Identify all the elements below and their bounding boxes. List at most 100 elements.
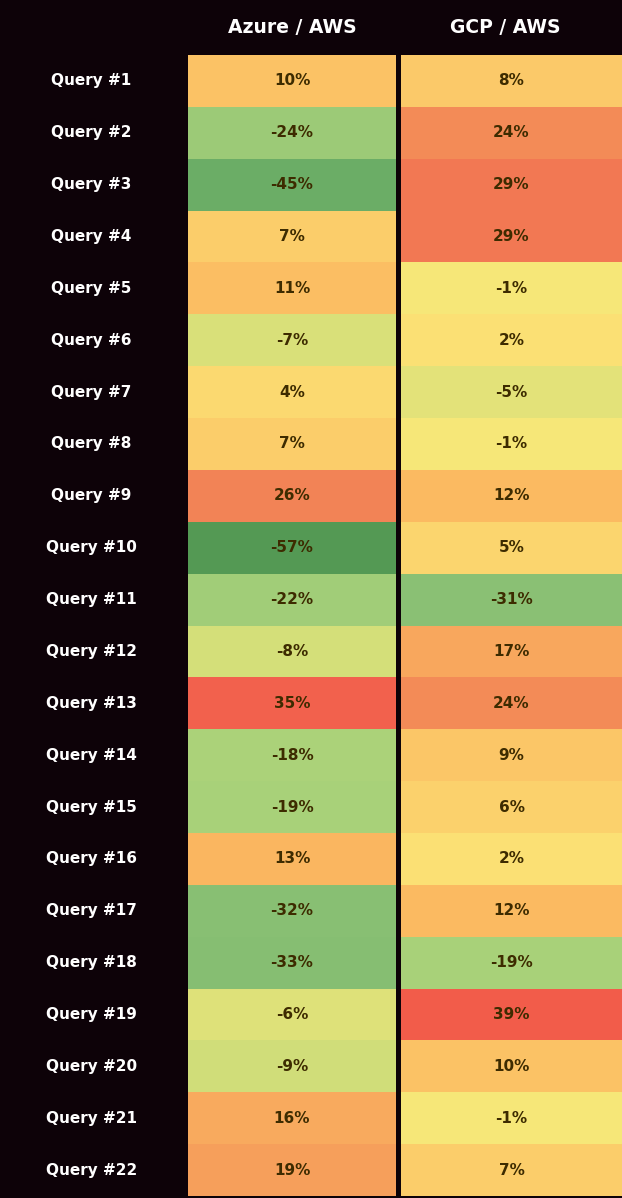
Text: -24%: -24%	[271, 126, 313, 140]
Bar	[188, 158, 396, 211]
Bar	[188, 418, 396, 470]
Text: Query #19: Query #19	[46, 1008, 137, 1022]
Text: -1%: -1%	[496, 280, 527, 296]
Bar	[401, 988, 622, 1040]
Bar	[188, 885, 396, 937]
Text: -19%: -19%	[490, 955, 533, 970]
Bar	[401, 262, 622, 314]
Bar	[188, 677, 396, 730]
Bar	[188, 107, 396, 158]
Bar	[188, 833, 396, 885]
Text: 8%: 8%	[499, 73, 524, 89]
Text: 2%: 2%	[498, 852, 524, 866]
Text: -18%: -18%	[271, 748, 313, 763]
Text: Query #16: Query #16	[46, 852, 137, 866]
Text: Query #13: Query #13	[46, 696, 137, 710]
Text: -6%: -6%	[276, 1008, 308, 1022]
Text: Query #12: Query #12	[46, 645, 137, 659]
Text: Query #14: Query #14	[46, 748, 137, 763]
Text: Query #4: Query #4	[51, 229, 132, 244]
Bar	[188, 1040, 396, 1093]
Text: Query #20: Query #20	[46, 1059, 137, 1073]
Bar	[401, 1144, 622, 1196]
Bar	[401, 625, 622, 677]
Text: 29%: 29%	[493, 229, 530, 244]
Bar	[188, 781, 396, 833]
Text: 29%: 29%	[493, 177, 530, 192]
Bar	[401, 781, 622, 833]
Text: 11%: 11%	[274, 280, 310, 296]
Text: -8%: -8%	[276, 645, 308, 659]
Text: 13%: 13%	[274, 852, 310, 866]
Text: 10%: 10%	[493, 1059, 530, 1073]
Bar	[188, 522, 396, 574]
Text: Query #5: Query #5	[51, 280, 132, 296]
Text: -5%: -5%	[495, 385, 527, 400]
Text: 24%: 24%	[493, 126, 530, 140]
Bar	[401, 677, 622, 730]
Bar	[401, 885, 622, 937]
Text: Query #1: Query #1	[52, 73, 132, 89]
Text: Query #10: Query #10	[46, 540, 137, 555]
Bar	[401, 1093, 622, 1144]
Bar	[401, 418, 622, 470]
Text: -19%: -19%	[271, 799, 313, 815]
Text: -45%: -45%	[271, 177, 313, 192]
Text: 10%: 10%	[274, 73, 310, 89]
Text: -57%: -57%	[271, 540, 313, 555]
Text: 7%: 7%	[279, 229, 305, 244]
Text: 24%: 24%	[493, 696, 530, 710]
Text: 39%: 39%	[493, 1008, 530, 1022]
Text: -22%: -22%	[271, 592, 313, 607]
Bar	[401, 107, 622, 158]
Bar	[401, 833, 622, 885]
Bar	[401, 574, 622, 625]
Text: Query #6: Query #6	[51, 333, 132, 347]
Text: 12%: 12%	[493, 489, 530, 503]
Bar	[401, 314, 622, 367]
Bar	[188, 574, 396, 625]
Bar	[188, 625, 396, 677]
Bar	[401, 158, 622, 211]
Text: 16%: 16%	[274, 1111, 310, 1126]
Text: Query #11: Query #11	[46, 592, 137, 607]
Bar	[188, 1144, 396, 1196]
Text: Query #7: Query #7	[51, 385, 132, 400]
Text: 19%: 19%	[274, 1162, 310, 1178]
Text: Query #9: Query #9	[51, 489, 132, 503]
Bar	[401, 1040, 622, 1093]
Bar	[188, 730, 396, 781]
Text: 17%: 17%	[493, 645, 530, 659]
Bar	[188, 262, 396, 314]
Text: -33%: -33%	[271, 955, 313, 970]
Bar	[401, 367, 622, 418]
Text: -32%: -32%	[271, 903, 313, 918]
Text: 4%: 4%	[279, 385, 305, 400]
Text: Azure / AWS: Azure / AWS	[228, 18, 356, 37]
Text: 2%: 2%	[498, 333, 524, 347]
Bar	[401, 55, 622, 107]
Bar	[401, 211, 622, 262]
Text: GCP / AWS: GCP / AWS	[450, 18, 560, 37]
Text: -9%: -9%	[276, 1059, 308, 1073]
Text: 35%: 35%	[274, 696, 310, 710]
Bar	[401, 522, 622, 574]
Text: Query #17: Query #17	[46, 903, 137, 918]
Text: 12%: 12%	[493, 903, 530, 918]
Text: -1%: -1%	[496, 436, 527, 452]
Text: Query #18: Query #18	[46, 955, 137, 970]
Text: -31%: -31%	[490, 592, 533, 607]
Text: Query #22: Query #22	[46, 1162, 137, 1178]
Bar	[188, 1093, 396, 1144]
Text: Query #15: Query #15	[46, 799, 137, 815]
Bar	[188, 211, 396, 262]
Bar	[188, 470, 396, 522]
Bar	[188, 937, 396, 988]
Bar	[401, 937, 622, 988]
Text: 5%: 5%	[499, 540, 524, 555]
Text: Query #2: Query #2	[51, 126, 132, 140]
Text: Query #8: Query #8	[51, 436, 132, 452]
Text: -1%: -1%	[496, 1111, 527, 1126]
Bar	[401, 470, 622, 522]
Text: Query #3: Query #3	[51, 177, 132, 192]
